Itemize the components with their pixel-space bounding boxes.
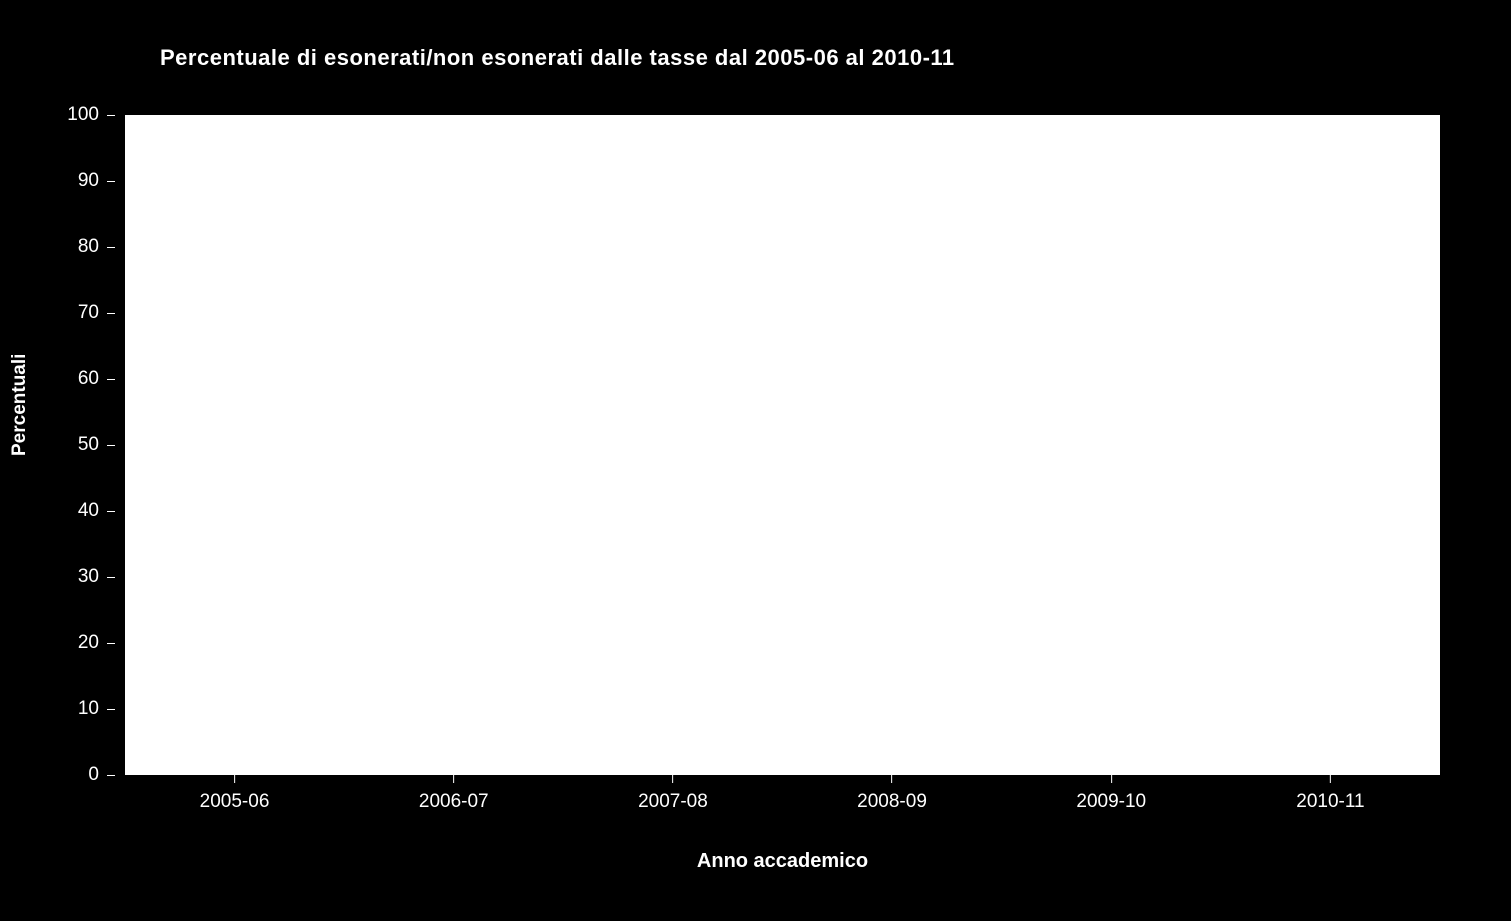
- x-tick-mark: [1330, 775, 1331, 783]
- y-tick-mark: [107, 775, 115, 776]
- y-tick-label: 0: [88, 764, 99, 786]
- y-tick-label: 80: [78, 236, 99, 258]
- x-tick: 2007-08: [638, 775, 708, 813]
- y-tick-label: 40: [78, 500, 99, 522]
- y-tick-mark: [107, 709, 115, 710]
- x-tick-mark: [1111, 775, 1112, 783]
- x-tick-label: 2010-11: [1296, 791, 1364, 813]
- x-tick: 2008-09: [857, 775, 927, 813]
- y-tick: 60: [78, 368, 115, 390]
- y-tick: 90: [78, 170, 115, 192]
- x-tick-mark: [672, 775, 673, 783]
- y-tick: 100: [67, 104, 115, 126]
- y-tick-mark: [107, 313, 115, 314]
- y-tick-label: 90: [78, 170, 99, 192]
- plot-area: [125, 115, 1440, 775]
- y-tick: 50: [78, 434, 115, 456]
- x-tick-label: 2009-10: [1076, 791, 1146, 813]
- y-tick-mark: [107, 181, 115, 182]
- y-tick-mark: [107, 643, 115, 644]
- y-axis-label: Percentuali: [9, 354, 31, 456]
- x-tick-label: 2005-06: [200, 791, 270, 813]
- y-tick-mark: [107, 247, 115, 248]
- y-tick-mark: [107, 379, 115, 380]
- y-tick-mark: [107, 577, 115, 578]
- y-tick-label: 100: [67, 104, 99, 126]
- y-tick: 20: [78, 632, 115, 654]
- y-tick: 70: [78, 302, 115, 324]
- x-tick: 2006-07: [419, 775, 489, 813]
- x-tick-mark: [234, 775, 235, 783]
- y-tick-mark: [107, 445, 115, 446]
- x-axis-label: Anno accademico: [125, 850, 1440, 873]
- y-tick-label: 50: [78, 434, 99, 456]
- y-tick: 0: [88, 764, 115, 786]
- x-tick: 2009-10: [1076, 775, 1146, 813]
- x-tick: 2010-11: [1296, 775, 1364, 813]
- x-tick-label: 2007-08: [638, 791, 708, 813]
- x-tick-mark: [453, 775, 454, 783]
- y-tick-label: 30: [78, 566, 99, 588]
- y-tick: 10: [78, 698, 115, 720]
- y-tick: 40: [78, 500, 115, 522]
- y-tick-label: 70: [78, 302, 99, 324]
- y-tick: 80: [78, 236, 115, 258]
- y-tick-label: 20: [78, 632, 99, 654]
- y-tick-mark: [107, 115, 115, 116]
- chart-title: Percentuale di esonerati/non esonerati d…: [160, 45, 955, 71]
- x-tick-label: 2008-09: [857, 791, 927, 813]
- x-tick: 2005-06: [200, 775, 270, 813]
- y-tick-mark: [107, 511, 115, 512]
- x-tick-label: 2006-07: [419, 791, 489, 813]
- y-tick-label: 10: [78, 698, 99, 720]
- y-tick: 30: [78, 566, 115, 588]
- x-tick-mark: [892, 775, 893, 783]
- y-tick-label: 60: [78, 368, 99, 390]
